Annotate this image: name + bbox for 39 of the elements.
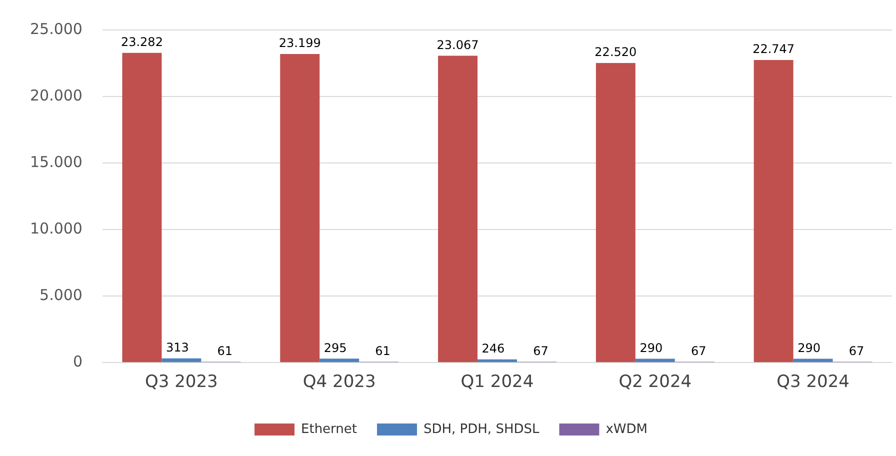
- bar: [438, 56, 478, 362]
- bar: [320, 358, 360, 362]
- legend-label: xWDM: [606, 422, 648, 437]
- data-label: 67: [690, 344, 706, 358]
- data-label: 67: [533, 344, 548, 358]
- x-tick-label: Q2 2024: [618, 372, 692, 392]
- bar: [635, 358, 675, 362]
- bar: [122, 52, 162, 362]
- data-label: 23.282: [120, 34, 163, 49]
- data-label: 23.067: [436, 38, 479, 52]
- data-label: 23.199: [278, 36, 321, 50]
- y-tick-label: 15.000: [30, 152, 82, 171]
- x-tick-label: Q3 2023: [145, 372, 218, 392]
- data-label: 290: [640, 340, 663, 355]
- bar: [162, 358, 202, 362]
- data-label: 61: [217, 344, 233, 358]
- y-tick-label: 10.000: [30, 219, 82, 238]
- bar: [478, 359, 517, 362]
- x-tick-label: Q3 2024: [776, 372, 850, 392]
- legend-label: SDH, PDH, SHDSL: [424, 422, 540, 437]
- data-label: 290: [798, 340, 820, 355]
- legend-label: Ethernet: [301, 422, 357, 437]
- data-label: 246: [482, 341, 505, 356]
- data-label: 295: [324, 340, 347, 355]
- bar: [596, 62, 636, 362]
- data-label: 22.747: [752, 42, 795, 56]
- data-label: 67: [848, 344, 864, 358]
- x-tick-label: Q1 2024: [460, 372, 534, 392]
- data-label: 313: [166, 340, 189, 355]
- y-tick-label: 25.000: [30, 20, 82, 38]
- bar: [793, 358, 833, 362]
- y-tick-label: 0: [72, 352, 82, 370]
- data-label: 61: [375, 344, 390, 358]
- x-tick-label: Q4 2023: [302, 372, 376, 392]
- y-tick-label: 5.000: [40, 286, 82, 304]
- bar: [280, 54, 320, 362]
- bar: [754, 60, 794, 362]
- y-tick-label: 20.000: [30, 86, 82, 104]
- data-label: 22.520: [594, 45, 637, 60]
